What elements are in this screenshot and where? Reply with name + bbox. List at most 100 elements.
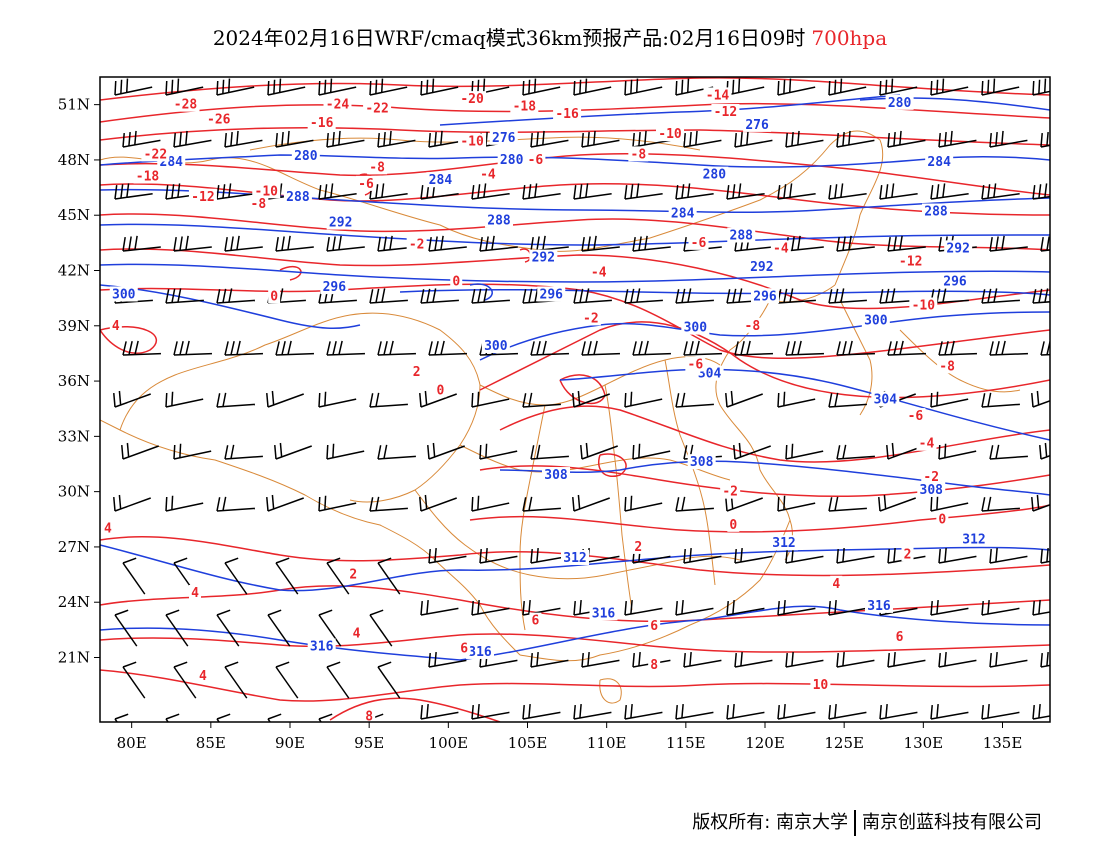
contour-label: -12 <box>899 254 922 269</box>
contour-label: 0 <box>437 383 445 398</box>
wind-barb-icon <box>165 78 204 96</box>
contour-label: 292 <box>946 241 969 256</box>
label-bg <box>810 677 831 693</box>
wind-barb-icon <box>122 235 161 252</box>
contour-label: 292 <box>750 260 773 275</box>
contour-label: 308 <box>544 468 568 483</box>
contour-label: -2 <box>409 238 425 253</box>
label-bg <box>743 116 772 132</box>
wind-barb-icon <box>573 703 612 720</box>
wind-barb-icon <box>828 496 867 512</box>
label-bg <box>648 656 661 672</box>
wind-barb-icon <box>989 235 1028 252</box>
contour-label: 316 <box>592 606 616 621</box>
wind-barb-icon <box>632 235 671 252</box>
y-tick-label: 45N <box>58 206 90 224</box>
china-border-southwest <box>100 419 521 656</box>
label-bg <box>941 273 969 289</box>
x-tick-label: 80E <box>117 734 147 752</box>
contour-label: -20 <box>460 92 484 107</box>
contour-label: 288 <box>730 228 754 243</box>
label-bg <box>489 129 518 145</box>
contour-label: -2 <box>722 485 738 500</box>
contour-label: -16 <box>310 116 334 131</box>
contour-label: 2 <box>349 568 357 583</box>
contour-label: -14 <box>706 88 730 103</box>
label-bg <box>896 253 925 269</box>
contour-label: 288 <box>924 205 948 220</box>
wind-barb-icon <box>785 340 825 356</box>
wind-barb-icon <box>420 599 459 616</box>
label-bg <box>687 454 716 470</box>
wind-barb-icon <box>938 340 978 356</box>
label-bg <box>109 286 138 302</box>
label-bg <box>510 98 539 114</box>
contour-label: 10 <box>813 678 829 693</box>
wind-barb-icon <box>828 703 867 720</box>
wind-barb-icon <box>419 390 457 408</box>
wind-barb-icon <box>122 661 146 699</box>
x-tick-label: 110E <box>587 734 627 752</box>
wind-barb-icon <box>1039 442 1050 460</box>
contour-label: 308 <box>920 483 944 498</box>
label-bg <box>466 643 494 659</box>
wind-barb-icon <box>165 288 204 304</box>
wind-barb-icon <box>530 235 569 252</box>
contour-label: 0 <box>452 275 460 290</box>
wind-barb-icon <box>122 340 162 356</box>
contour-label: 304 <box>874 393 898 408</box>
wind-barb-icon <box>675 496 714 512</box>
contour-label: -10 <box>912 299 936 314</box>
wind-barb-icon <box>113 390 151 408</box>
contour-label: 6 <box>650 619 658 634</box>
wind-barb-icon <box>938 443 977 460</box>
label-bg <box>426 172 455 188</box>
contour-label: 4 <box>191 586 199 601</box>
wind-barb-icon <box>165 495 204 512</box>
wind-barb-icon <box>479 235 518 252</box>
wind-barb-icon <box>734 547 773 564</box>
label-bg <box>668 205 697 221</box>
contour-label: 292 <box>329 216 352 231</box>
label-bg <box>101 520 114 536</box>
wind-barb-icon <box>981 183 1020 200</box>
contour-label: -22 <box>365 101 388 116</box>
contour-label: -12 <box>191 190 214 205</box>
contour-label: 276 <box>492 131 516 146</box>
wind-barb-icon <box>573 288 612 304</box>
wind-barb-icon <box>216 609 240 647</box>
wind-barb-icon <box>734 651 773 668</box>
label-bg <box>770 535 798 551</box>
wind-barb-icon <box>1032 288 1050 304</box>
wind-barb-icon <box>836 547 875 564</box>
wind-barb-icon <box>275 340 315 356</box>
wind-barb-icon <box>887 340 927 356</box>
contour-label: 288 <box>286 190 310 205</box>
wind-barb-icon <box>726 288 765 304</box>
x-axis: 80E 85E 90E 95E 100E 105E 110E 115E 120E 125E 130E… <box>117 722 1022 752</box>
wind-barb-icon <box>734 130 773 148</box>
contour-label: 284 <box>429 173 453 188</box>
wind-barb-icon <box>275 235 314 252</box>
label-bg <box>944 240 973 256</box>
contour-label: -8 <box>631 147 647 162</box>
label-bg <box>196 667 209 683</box>
wind-barb-icon <box>836 340 876 356</box>
label-bg <box>529 612 542 628</box>
label-bg <box>893 629 906 645</box>
label-bg <box>458 133 487 149</box>
wind-barb-icon <box>471 703 510 720</box>
label-bg <box>936 511 949 527</box>
contour-label: 312 <box>772 536 795 551</box>
contour-label: 300 <box>684 321 708 336</box>
wind-barb-icon <box>989 651 1028 668</box>
contour-label: 0 <box>938 512 946 527</box>
wind-barb-icon <box>369 392 408 408</box>
contour-label: 296 <box>943 275 967 290</box>
wind-barb-icon <box>989 340 1029 356</box>
wind-barb-icon <box>777 495 816 512</box>
wind-barb-icon <box>530 340 570 356</box>
wind-barb-icon <box>216 78 255 96</box>
wind-barb-icon <box>1031 494 1050 512</box>
contour-label: 296 <box>323 280 347 295</box>
